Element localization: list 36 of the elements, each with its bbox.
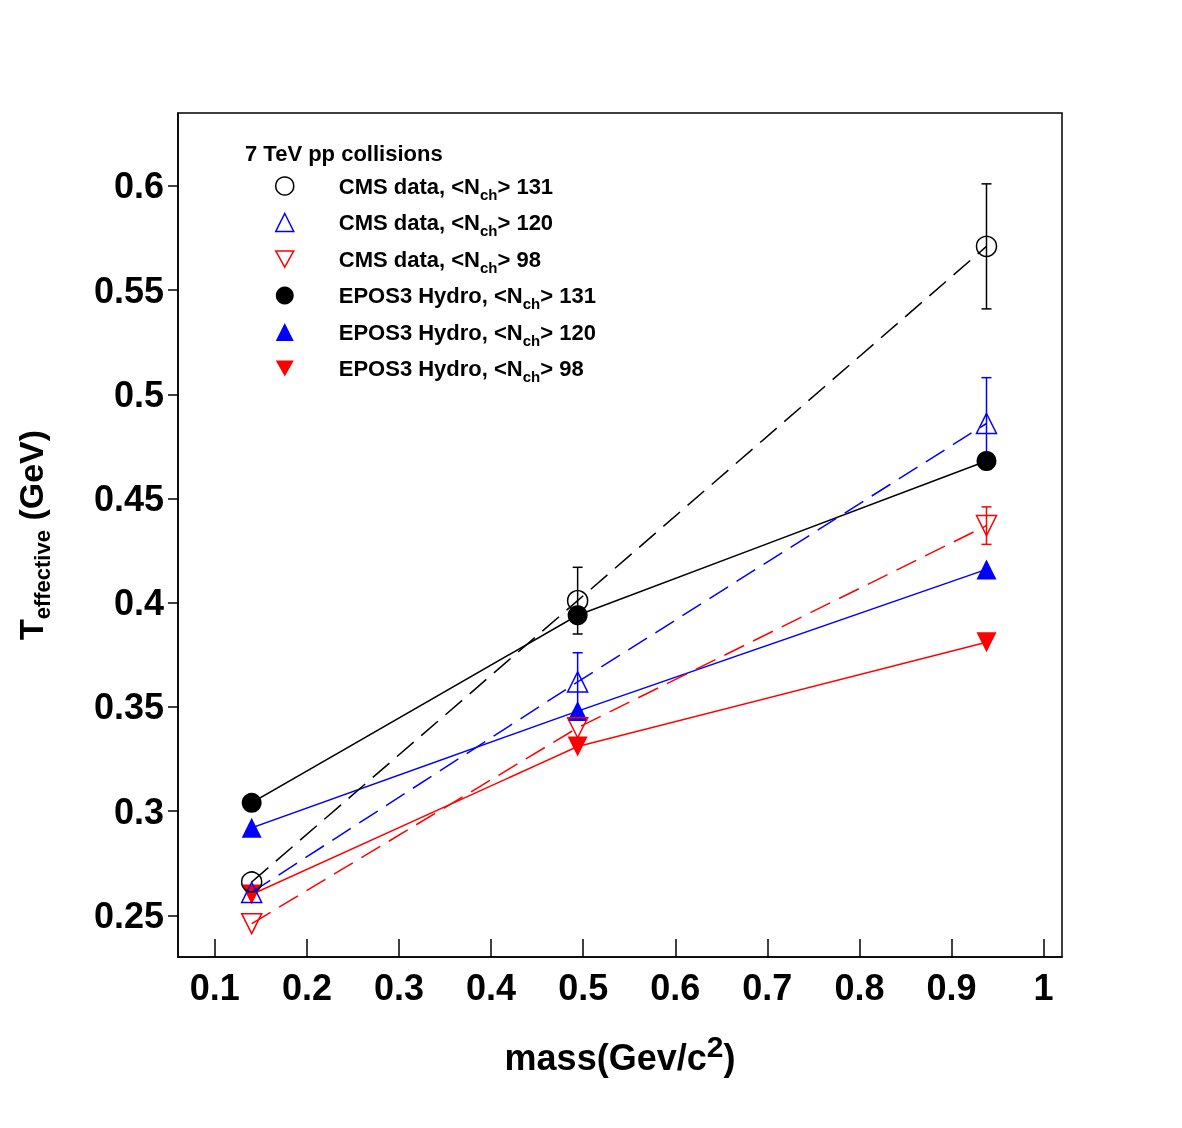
- y-tick-label: 0.35: [93, 686, 164, 728]
- x-tick-label: 0.4: [466, 966, 517, 1008]
- point: [566, 589, 589, 612]
- legend-title: 7 TeV pp collisions: [245, 140, 443, 166]
- x-tick-label: 0.8: [834, 966, 885, 1008]
- point: [976, 451, 997, 472]
- x-tick-label: 0.5: [558, 966, 609, 1008]
- y-tick-label: 0.55: [93, 269, 164, 311]
- y-tick-label: 0.25: [93, 894, 164, 936]
- point: [240, 871, 263, 893]
- x-tick-label: 0.9: [926, 966, 977, 1008]
- point: [566, 671, 589, 693]
- x-tick-label: 1: [1033, 966, 1054, 1008]
- point: [976, 632, 997, 653]
- point: [566, 717, 589, 739]
- point: [567, 605, 588, 626]
- point: [567, 736, 588, 757]
- point: [975, 235, 998, 258]
- x-tick-label: 0.3: [373, 966, 425, 1008]
- y-tick-label: 0.4: [113, 582, 164, 624]
- x-tick-label: 0.6: [650, 966, 701, 1008]
- x-tick-label: 0.2: [281, 966, 332, 1008]
- point: [241, 817, 262, 838]
- y-axis-title: Teffective (GeV): [12, 429, 55, 641]
- point: [240, 912, 263, 935]
- x-tick-label: 0.7: [742, 966, 793, 1008]
- point: [975, 412, 998, 435]
- y-tick-label: 0.45: [93, 478, 164, 520]
- x-tick-label: 0.1: [189, 966, 240, 1008]
- x-axis-title: mass(Gev/c$^{2}$): [503, 1030, 737, 1079]
- point: [241, 792, 262, 813]
- y-tick-label: 0.3: [113, 790, 164, 832]
- point: [976, 559, 997, 580]
- y-tick-label: 0.5: [113, 373, 164, 415]
- point: [975, 514, 998, 537]
- y-tick-label: 0.6: [113, 165, 164, 207]
